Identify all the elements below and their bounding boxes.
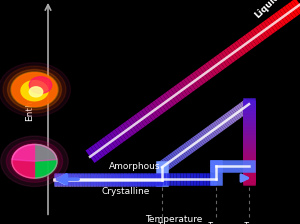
- Text: $T_g$: $T_g$: [157, 221, 167, 224]
- Circle shape: [12, 73, 57, 106]
- Circle shape: [29, 87, 43, 97]
- Circle shape: [11, 72, 58, 107]
- Text: $T_{crys}$: $T_{crys}$: [207, 221, 225, 224]
- Polygon shape: [12, 144, 57, 161]
- Text: Temperature: Temperature: [145, 215, 203, 224]
- Text: Liquid: Liquid: [253, 0, 282, 20]
- Circle shape: [10, 143, 59, 179]
- Circle shape: [8, 69, 62, 110]
- Polygon shape: [12, 144, 34, 178]
- Circle shape: [29, 77, 52, 94]
- Text: Enthalpy: Enthalpy: [26, 81, 34, 121]
- Text: Amorphous: Amorphous: [109, 162, 161, 171]
- Circle shape: [1, 136, 68, 186]
- Circle shape: [0, 63, 70, 116]
- Circle shape: [21, 81, 48, 101]
- Circle shape: [3, 66, 66, 113]
- Text: $T_m$: $T_m$: [243, 221, 255, 224]
- Circle shape: [6, 140, 63, 182]
- Polygon shape: [34, 144, 57, 178]
- Text: Crystalline: Crystalline: [102, 187, 150, 196]
